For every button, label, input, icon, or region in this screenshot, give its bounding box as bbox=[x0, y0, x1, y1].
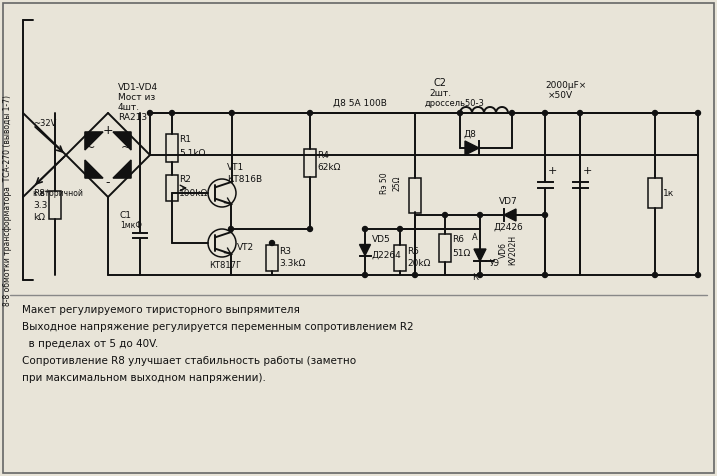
Bar bbox=[49, 191, 61, 219]
Circle shape bbox=[397, 227, 402, 231]
Text: 2шт.: 2шт. bbox=[429, 89, 451, 99]
Text: 62kΩ: 62kΩ bbox=[317, 163, 341, 172]
Circle shape bbox=[652, 110, 657, 116]
Circle shape bbox=[543, 272, 548, 278]
Bar bbox=[394, 245, 406, 271]
Text: R1: R1 bbox=[179, 136, 191, 145]
Text: к вторичной: к вторичной bbox=[33, 188, 83, 198]
Circle shape bbox=[308, 110, 313, 116]
Text: Rэ 50: Rэ 50 bbox=[380, 172, 389, 194]
Text: Д2264: Д2264 bbox=[372, 250, 402, 259]
Circle shape bbox=[510, 110, 515, 116]
Text: R6: R6 bbox=[452, 236, 464, 245]
Text: Выходное напряжение регулируется переменным сопротивлением R2: Выходное напряжение регулируется перемен… bbox=[22, 322, 414, 332]
Circle shape bbox=[169, 110, 174, 116]
Text: К: К bbox=[472, 272, 478, 281]
Text: C1: C1 bbox=[120, 210, 132, 219]
Text: C2: C2 bbox=[434, 78, 447, 88]
Circle shape bbox=[652, 272, 657, 278]
Text: ~: ~ bbox=[120, 140, 131, 153]
Text: КТ817Г: КТ817Г bbox=[209, 260, 241, 269]
Text: VD7: VD7 bbox=[498, 197, 518, 206]
Text: 1мкФ: 1мкФ bbox=[120, 220, 142, 229]
Text: Д2426: Д2426 bbox=[493, 222, 523, 231]
Text: в пределах от 5 до 40V.: в пределах от 5 до 40V. bbox=[22, 339, 158, 349]
Circle shape bbox=[229, 110, 234, 116]
Circle shape bbox=[478, 212, 483, 218]
Text: 3.3kΩ: 3.3kΩ bbox=[279, 259, 305, 268]
Polygon shape bbox=[113, 160, 131, 178]
Text: при максимальном выходном напряжении).: при максимальном выходном напряжении). bbox=[22, 373, 266, 383]
Bar bbox=[166, 134, 178, 162]
Circle shape bbox=[478, 272, 483, 278]
Text: 20kΩ: 20kΩ bbox=[407, 259, 430, 268]
Text: VT2: VT2 bbox=[237, 244, 254, 252]
Circle shape bbox=[270, 240, 275, 246]
Text: дроссель50-3: дроссель50-3 bbox=[425, 99, 485, 108]
Text: +: + bbox=[548, 166, 557, 176]
Text: 3.3: 3.3 bbox=[33, 200, 47, 209]
Circle shape bbox=[229, 227, 234, 231]
Text: 2000μF×: 2000μF× bbox=[545, 81, 587, 90]
Text: R8*: R8* bbox=[33, 188, 49, 198]
Text: +: + bbox=[103, 123, 113, 137]
Text: 100kΩ: 100kΩ bbox=[179, 188, 208, 198]
Text: R3: R3 bbox=[279, 247, 291, 256]
Circle shape bbox=[412, 272, 417, 278]
Text: R2: R2 bbox=[179, 176, 191, 185]
Text: 8-8 обмотки трансформатора  ТСА-270 (выводы 1-7): 8-8 обмотки трансформатора ТСА-270 (выво… bbox=[4, 95, 12, 306]
Text: 4шт.: 4шт. bbox=[118, 103, 140, 112]
Circle shape bbox=[308, 227, 313, 231]
Bar bbox=[166, 175, 178, 201]
Text: 51Ω: 51Ω bbox=[452, 248, 470, 258]
Text: Мост из: Мост из bbox=[118, 93, 156, 102]
Bar bbox=[439, 234, 451, 262]
Text: А: А bbox=[472, 232, 478, 241]
Circle shape bbox=[457, 110, 462, 116]
Text: kΩ: kΩ bbox=[33, 212, 45, 221]
Text: 25Ω: 25Ω bbox=[392, 175, 401, 191]
Text: VD5: VD5 bbox=[372, 236, 391, 245]
Text: R4: R4 bbox=[317, 150, 329, 159]
Bar bbox=[409, 178, 421, 212]
Text: -: - bbox=[105, 177, 110, 189]
Circle shape bbox=[695, 272, 701, 278]
Circle shape bbox=[363, 272, 368, 278]
Text: R5: R5 bbox=[407, 247, 419, 256]
Text: Макет регулируемого тиристорного выпрямителя: Макет регулируемого тиристорного выпрями… bbox=[22, 305, 300, 315]
Text: +: + bbox=[583, 166, 592, 176]
Text: УЭ: УЭ bbox=[490, 258, 500, 268]
Circle shape bbox=[442, 212, 447, 218]
Text: 1к: 1к bbox=[663, 188, 674, 198]
Text: КТ816В: КТ816В bbox=[227, 175, 262, 184]
Text: Д8: Д8 bbox=[464, 129, 476, 139]
Circle shape bbox=[577, 110, 582, 116]
Bar bbox=[648, 178, 662, 208]
Text: VT1: VT1 bbox=[227, 163, 244, 172]
Bar bbox=[266, 245, 278, 271]
Text: Д8 5А 100В: Д8 5А 100В bbox=[333, 99, 387, 108]
Text: RA213: RA213 bbox=[118, 113, 147, 122]
Polygon shape bbox=[465, 141, 479, 155]
Polygon shape bbox=[113, 132, 131, 150]
Text: ~32V: ~32V bbox=[33, 119, 57, 128]
Text: ~: ~ bbox=[85, 140, 95, 153]
Circle shape bbox=[695, 110, 701, 116]
Bar bbox=[304, 149, 316, 177]
Polygon shape bbox=[85, 132, 103, 150]
Text: VD6: VD6 bbox=[498, 242, 508, 258]
Circle shape bbox=[148, 110, 153, 116]
Circle shape bbox=[363, 227, 368, 231]
Polygon shape bbox=[359, 245, 371, 256]
Polygon shape bbox=[474, 249, 486, 261]
Circle shape bbox=[543, 110, 548, 116]
Circle shape bbox=[543, 212, 548, 218]
Text: Сопротивление R8 улучшает стабильность работы (заметно: Сопротивление R8 улучшает стабильность р… bbox=[22, 356, 356, 366]
Text: 5.1kΩ: 5.1kΩ bbox=[179, 149, 205, 158]
Text: ×50V: ×50V bbox=[548, 91, 573, 100]
Text: VD1-VD4: VD1-VD4 bbox=[118, 82, 158, 91]
Polygon shape bbox=[85, 160, 103, 178]
Text: КУ202Н: КУ202Н bbox=[508, 235, 518, 265]
Polygon shape bbox=[504, 209, 516, 221]
